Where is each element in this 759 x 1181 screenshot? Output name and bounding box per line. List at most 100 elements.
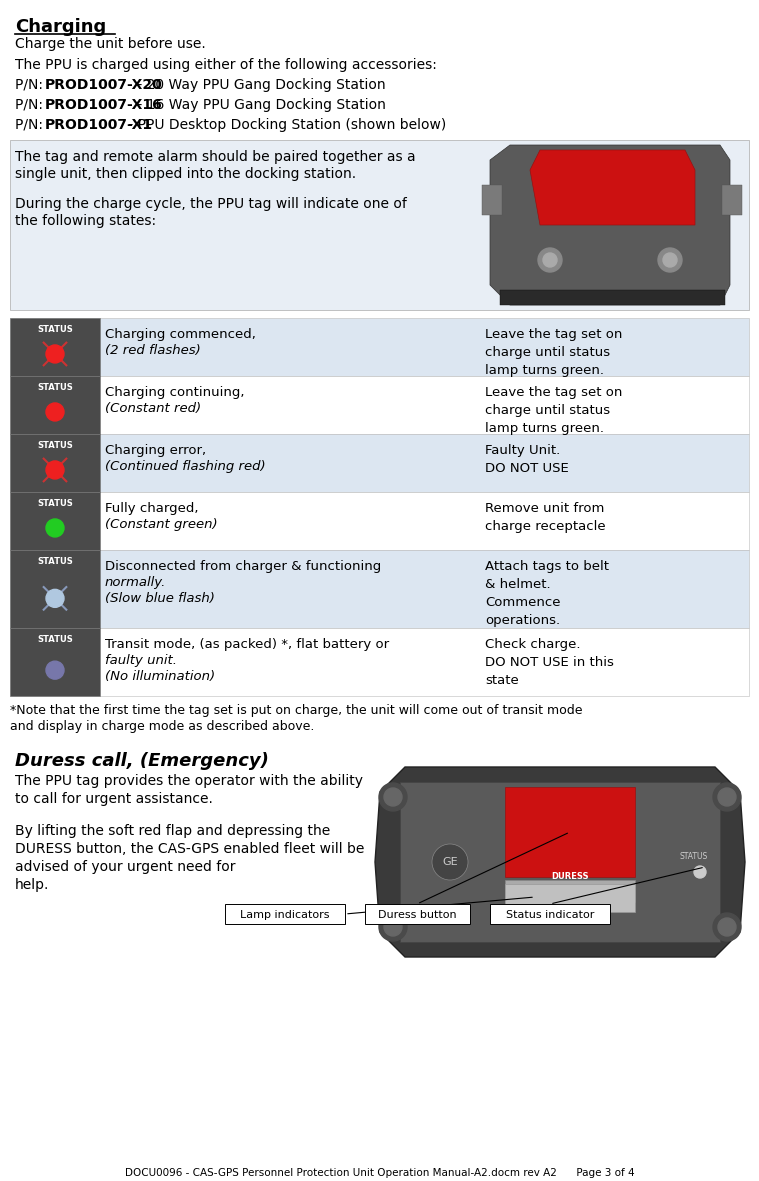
Text: STATUS: STATUS [37, 325, 73, 334]
Text: By lifting the soft red flap and depressing the: By lifting the soft red flap and depress… [15, 824, 330, 839]
Text: (Continued flashing red): (Continued flashing red) [105, 461, 266, 474]
Text: to call for urgent assistance.: to call for urgent assistance. [15, 792, 213, 805]
Text: STATUS: STATUS [680, 852, 708, 861]
Text: and display in charge mode as described above.: and display in charge mode as described … [10, 720, 314, 733]
Bar [505, 787, 635, 877]
Text: DURESS button, the CAS-GPS enabled fleet will be: DURESS button, the CAS-GPS enabled fleet… [15, 842, 364, 856]
Text: (Slow blue flash): (Slow blue flash) [105, 592, 215, 605]
Circle shape [713, 913, 741, 941]
Text: Remove unit from
charge receptacle: Remove unit from charge receptacle [485, 502, 606, 533]
Text: Attach tags to belt
& helmet.
Commence
operations.: Attach tags to belt & helmet. Commence o… [485, 560, 609, 627]
Bar [10, 492, 100, 550]
Text: Transit mode, (as packed) *, flat battery or: Transit mode, (as packed) *, flat batter… [105, 638, 389, 651]
Circle shape [538, 248, 562, 272]
Circle shape [46, 345, 64, 363]
Text: single unit, then clipped into the docking station.: single unit, then clipped into the docki… [15, 167, 356, 181]
Text: help.: help. [15, 877, 49, 892]
Text: (No illumination): (No illumination) [105, 670, 215, 683]
Text: (2 red flashes): (2 red flashes) [105, 344, 200, 357]
Circle shape [46, 518, 64, 537]
Bar [10, 433, 749, 492]
Bar [482, 185, 502, 215]
Text: Duress button: Duress button [378, 911, 456, 920]
Polygon shape [375, 766, 745, 957]
Text: *Note that the first time the tag set is put on charge, the unit will come out o: *Note that the first time the tag set is… [10, 704, 582, 717]
Text: STATUS: STATUS [37, 383, 73, 392]
Text: Check charge.
DO NOT USE in this
state: Check charge. DO NOT USE in this state [485, 638, 614, 687]
Circle shape [658, 248, 682, 272]
Bar [490, 903, 610, 924]
Text: Charging error,: Charging error, [105, 444, 206, 457]
Bar [10, 141, 749, 309]
Text: Charging commenced,: Charging commenced, [105, 328, 256, 341]
Text: Status indicator: Status indicator [505, 911, 594, 920]
Text: DURESS: DURESS [551, 872, 589, 881]
Text: During the charge cycle, the PPU tag will indicate one of: During the charge cycle, the PPU tag wil… [15, 197, 407, 211]
Text: Disconnected from charger & functioning: Disconnected from charger & functioning [105, 560, 381, 573]
Text: STATUS: STATUS [37, 557, 73, 566]
Circle shape [713, 783, 741, 811]
Bar [10, 318, 749, 376]
Text: faulty unit.: faulty unit. [105, 654, 177, 667]
Circle shape [46, 661, 64, 679]
Bar [505, 880, 635, 902]
Text: Faulty Unit.
DO NOT USE: Faulty Unit. DO NOT USE [485, 444, 568, 475]
Bar [10, 318, 100, 376]
Text: Charging: Charging [15, 18, 106, 35]
Text: DOCU0096 - CAS-GPS Personnel Protection Unit Operation Manual-A2.docm rev A2    : DOCU0096 - CAS-GPS Personnel Protection … [124, 1168, 635, 1177]
Text: Charging continuing,: Charging continuing, [105, 386, 244, 399]
Text: The PPU tag provides the operator with the ability: The PPU tag provides the operator with t… [15, 774, 363, 788]
Bar [10, 628, 100, 696]
Text: Leave the tag set on
charge until status
lamp turns green.: Leave the tag set on charge until status… [485, 386, 622, 435]
Text: advised of your urgent need for: advised of your urgent need for [15, 860, 235, 874]
Text: – 16 Way PPU Gang Docking Station: – 16 Way PPU Gang Docking Station [131, 98, 386, 112]
Polygon shape [490, 145, 730, 305]
Polygon shape [530, 150, 695, 226]
Bar [10, 550, 749, 628]
Bar [10, 492, 749, 550]
Bar [10, 628, 749, 696]
Text: Charge the unit before use.: Charge the unit before use. [15, 37, 206, 51]
Bar [722, 185, 742, 215]
Bar [225, 903, 345, 924]
Text: Lamp indicators: Lamp indicators [241, 911, 329, 920]
Bar [10, 550, 100, 628]
Text: – 20 Way PPU Gang Docking Station: – 20 Way PPU Gang Docking Station [131, 78, 386, 92]
Bar [10, 376, 100, 433]
Text: Leave the tag set on
charge until status
lamp turns green.: Leave the tag set on charge until status… [485, 328, 622, 377]
Text: the following states:: the following states: [15, 214, 156, 228]
Text: The tag and remote alarm should be paired together as a: The tag and remote alarm should be paire… [15, 150, 416, 164]
Circle shape [46, 403, 64, 420]
Circle shape [543, 253, 557, 267]
Circle shape [663, 253, 677, 267]
Polygon shape [500, 291, 725, 305]
Text: Fully charged,: Fully charged, [105, 502, 199, 515]
Circle shape [384, 788, 402, 805]
Circle shape [694, 866, 706, 877]
Text: PROD1007-X1: PROD1007-X1 [45, 118, 153, 132]
Text: - PPU Desktop Docking Station (shown below): - PPU Desktop Docking Station (shown bel… [124, 118, 446, 132]
Circle shape [718, 918, 736, 937]
Bar [10, 433, 100, 492]
Text: P/N:: P/N: [15, 118, 47, 132]
Circle shape [718, 788, 736, 805]
Circle shape [379, 783, 407, 811]
Text: The PPU is charged using either of the following accessories:: The PPU is charged using either of the f… [15, 58, 437, 72]
Text: PROD1007-X16: PROD1007-X16 [45, 98, 162, 112]
Text: STATUS: STATUS [37, 441, 73, 450]
Text: GE: GE [442, 857, 458, 867]
Text: STATUS: STATUS [37, 500, 73, 508]
Text: P/N:: P/N: [15, 98, 47, 112]
Bar [505, 885, 635, 912]
Text: PROD1007-X20: PROD1007-X20 [45, 78, 162, 92]
Circle shape [384, 918, 402, 937]
Text: (Constant red): (Constant red) [105, 402, 201, 415]
Bar [400, 782, 720, 942]
Text: P/N:: P/N: [15, 78, 47, 92]
Bar [10, 376, 749, 433]
Circle shape [432, 844, 468, 880]
Text: STATUS: STATUS [37, 635, 73, 644]
Bar [365, 903, 470, 924]
Circle shape [46, 461, 64, 479]
Circle shape [46, 589, 64, 607]
